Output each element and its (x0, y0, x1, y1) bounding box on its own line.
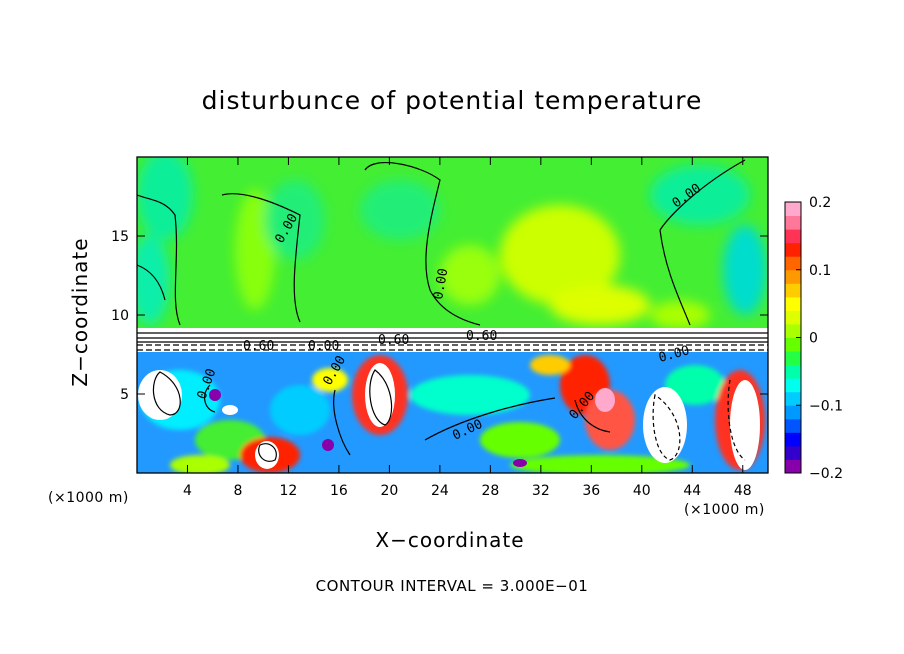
x-tick-label: 32 (532, 483, 550, 499)
colorbar-segment (785, 202, 801, 217)
contour-label: 0.00 (308, 339, 339, 354)
colorbar-segment (785, 418, 801, 433)
x-tick-label: 8 (233, 483, 242, 499)
x-tick-label: 36 (582, 483, 600, 499)
x-tick-label: 40 (633, 483, 651, 499)
contour-label: 0.60 (466, 329, 497, 344)
colorbar-segment (785, 337, 801, 352)
heatmap-field (137, 157, 768, 473)
x-unit-label: (×1000 m) (684, 502, 765, 518)
x-tick-label: 44 (683, 483, 701, 499)
colorbar-tick-label: −0.2 (809, 466, 843, 482)
colorbar-segment (785, 459, 801, 474)
y-unit-label: (×1000 m) (48, 490, 129, 506)
y-tick-label: 5 (120, 387, 129, 403)
y-tick-label: 15 (111, 229, 129, 245)
colorbar-tick-label: 0.1 (809, 263, 831, 279)
colorbar-segment (785, 323, 801, 338)
x-tick-label: 16 (330, 483, 348, 499)
y-tick-label: 10 (111, 308, 129, 324)
colorbar-segment (785, 432, 801, 447)
colorbar-tick-label: 0 (809, 331, 818, 347)
colorbar-segment (785, 242, 801, 257)
contour-label: 0.60 (243, 339, 274, 354)
x-axis-label: X−coordinate (375, 528, 525, 552)
x-axis: 4 8 12 16 20 24 28 32 36 40 44 48 (183, 157, 752, 499)
colorbar-segment (785, 269, 801, 284)
y-axis-label: Z−coordinate (68, 237, 92, 387)
x-tick-label: 20 (380, 483, 398, 499)
colorbar-segment (785, 351, 801, 366)
contour-interval-label: CONTOUR INTERVAL = 3.000E−01 (315, 577, 589, 595)
y-axis: 5 10 15 (111, 229, 768, 403)
colorbar-segment (785, 391, 801, 406)
contour-label: 0.60 (378, 333, 409, 348)
x-tick-label: 12 (280, 483, 298, 499)
colorbar-segment (785, 378, 801, 393)
colorbar-segment (785, 405, 801, 420)
colorbar-segment (785, 215, 801, 230)
colorbar-segment (785, 364, 801, 379)
x-tick-label: 4 (183, 483, 192, 499)
colorbar-segment (785, 445, 801, 460)
colorbar-segment (785, 283, 801, 298)
x-tick-label: 48 (734, 483, 752, 499)
colorbar-segment (785, 310, 801, 325)
colorbar: 0.2 0.1 0 −0.1 −0.2 (784, 195, 843, 482)
colorbar-segment (785, 256, 801, 271)
contour-label: 0.00 (431, 267, 451, 300)
x-tick-label: 24 (431, 483, 449, 499)
x-tick-label: 28 (481, 483, 499, 499)
colorbar-tick-label: −0.1 (809, 398, 843, 414)
colorbar-segment (785, 296, 801, 311)
chart-title: disturbunce of potential temperature (201, 86, 703, 115)
colorbar-segment (785, 229, 801, 244)
colorbar-tick-label: 0.2 (809, 195, 831, 211)
